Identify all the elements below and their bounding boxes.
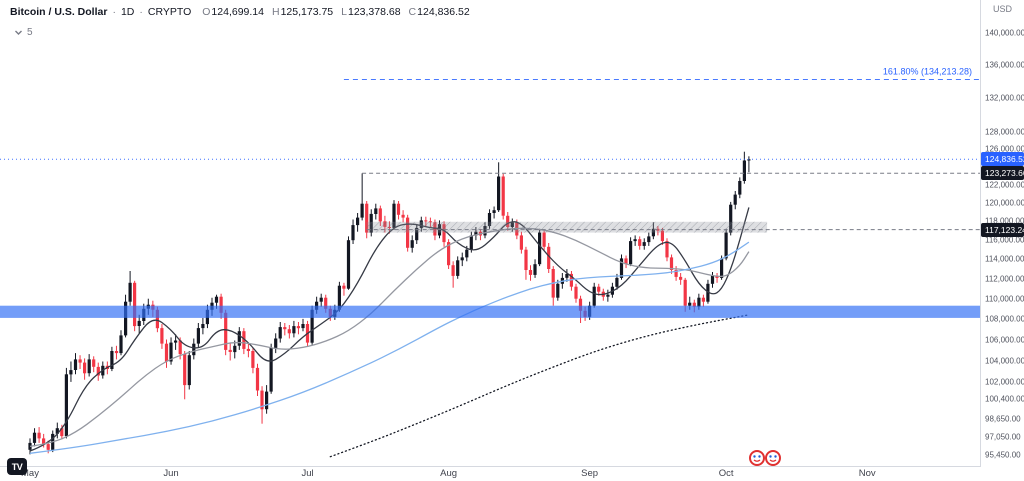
- emoji-sticker-icon[interactable]: [749, 450, 765, 466]
- price-tick-label: 104,000.00: [985, 356, 1024, 365]
- chart-canvas[interactable]: 161.80% (134,213.28): [0, 0, 980, 467]
- ohlc-values: O 124,699.14 H 125,173.75 L 123,378.68 C 124…: [202, 6, 469, 18]
- ray-high-price-badge: 123,273.66: [981, 166, 1024, 181]
- price-tick-label: 128,000.00: [985, 127, 1024, 137]
- price-tick-label: 140,000.00: [985, 28, 1024, 38]
- time-tick-label: Oct: [718, 468, 734, 479]
- resistance-zone-hatch: [366, 221, 768, 233]
- price-tick-label: 118,000.00: [985, 216, 1024, 226]
- price-tick-label: 102,000.00: [985, 377, 1024, 387]
- ray-mid-price-badge: 117,123.24: [981, 222, 1024, 237]
- legend-separator: ·: [112, 6, 116, 18]
- exchange-label: CRYPTO: [147, 6, 192, 18]
- legend-separator: ·: [139, 6, 143, 18]
- smiley-icon: [749, 450, 765, 466]
- smiley-icon: [765, 450, 781, 466]
- price-tick-label: 116,000.00: [985, 235, 1024, 245]
- indicators-collapse-toggle[interactable]: 5: [10, 25, 37, 40]
- price-tick-label: 132,000.00: [985, 93, 1024, 103]
- ohlc-low-value: 123,378.68: [347, 6, 401, 18]
- price-tick-label: 120,000.00: [985, 198, 1024, 208]
- price-tick-label: 100,400.00: [985, 394, 1024, 404]
- ohlc-open-value: 124,699.14: [211, 6, 264, 18]
- price-tick-label: 126,000.00: [985, 144, 1024, 154]
- ma-slow-line[interactable]: [29, 241, 750, 454]
- price-tick-label: 98,650.00: [985, 414, 1021, 424]
- time-tick-label: Nov: [858, 468, 876, 479]
- price-tick-label: 122,000.00: [985, 180, 1024, 190]
- candlestick-series[interactable]: [28, 151, 751, 455]
- price-tick-label: 97,050.00: [985, 432, 1021, 442]
- time-tick-label: Jul: [301, 468, 314, 479]
- ohlc-close-value: 124,836.52: [417, 6, 470, 18]
- time-axis[interactable]: May Jun Jul Aug Sep Oct Nov: [0, 466, 1024, 481]
- chevron-down-icon: [15, 30, 22, 35]
- ohlc-close-label: C: [408, 6, 417, 18]
- ma-medium-line[interactable]: [29, 227, 750, 448]
- ohlc-high-value: 125,173.75: [280, 6, 334, 18]
- chart-legend: Bitcoin / U.S. Dollar · 1D · CRYPTO O 124…: [10, 6, 470, 18]
- time-tick-label: Aug: [440, 468, 458, 479]
- emoji-sticker-icon[interactable]: [765, 450, 781, 466]
- price-tick-label: 108,000.00: [985, 314, 1024, 324]
- support-band[interactable]: [0, 305, 980, 318]
- price-tick-label: 114,000.00: [985, 254, 1024, 264]
- symbol-title[interactable]: Bitcoin / U.S. Dollar: [10, 6, 108, 18]
- price-tick-label: 112,000.00: [985, 274, 1024, 284]
- price-tick-label: 106,000.00: [985, 335, 1024, 344]
- time-tick-label: Sep: [581, 468, 599, 479]
- fib-extension-label: 161.80% (134,213.28): [883, 67, 972, 77]
- time-tick-label: Jun: [163, 468, 179, 479]
- ohlc-open-label: O: [202, 6, 211, 18]
- price-tick-label: 136,000.00: [985, 60, 1024, 70]
- timeframe-label[interactable]: 1D: [120, 6, 135, 18]
- ma-long-line[interactable]: [329, 314, 750, 458]
- tradingview-logo[interactable]: TV: [7, 458, 27, 475]
- price-tick-label: 110,000.00: [985, 294, 1024, 304]
- time-tick-label: May: [21, 468, 39, 479]
- ohlc-high-label: H: [271, 6, 280, 18]
- indicator-count: 5: [27, 27, 33, 38]
- price-axis[interactable]: USD 140,000.00 136,000.00 132,000.00 128,00…: [980, 0, 1024, 467]
- last-price-badge: 124,836.52: [981, 152, 1024, 167]
- ohlc-low-label: L: [341, 6, 347, 18]
- currency-label[interactable]: USD: [993, 4, 1013, 14]
- price-tick-label: 95,450.00: [985, 450, 1021, 460]
